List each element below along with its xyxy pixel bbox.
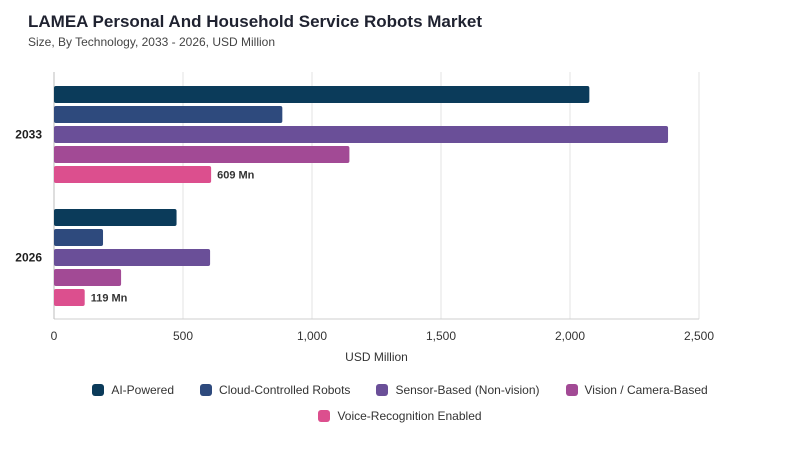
bar-data-label: 609 Mn: [217, 170, 255, 182]
chart-subtitle: Size, By Technology, 2033 - 2026, USD Mi…: [28, 35, 276, 49]
x-axis-label: USD Million: [345, 350, 408, 364]
bar: [54, 146, 350, 163]
legend-swatch: [376, 384, 389, 396]
legend-swatch: [565, 384, 578, 396]
legend-item: Sensor-Based (Non-vision): [372, 383, 543, 397]
x-tick-label: 500: [173, 329, 193, 343]
legend-label: Vision / Camera-Based: [584, 383, 708, 397]
legend-swatch: [200, 384, 213, 396]
bar: [54, 229, 104, 246]
legend-item: Cloud-Controlled Robots: [196, 383, 354, 397]
legend-swatch: [92, 384, 105, 396]
bar: [54, 86, 590, 103]
legend-swatch: [318, 410, 331, 422]
legend-item: AI-Powered: [88, 383, 178, 397]
legend-item: Vision / Camera-Based: [562, 383, 712, 397]
x-tick-label: 1,500: [426, 329, 456, 343]
bar-data-label: 119 Mn: [91, 293, 128, 305]
bar: [54, 209, 177, 226]
x-tick-label: 1,000: [297, 329, 327, 343]
legend-label: Voice-Recognition Enabled: [337, 409, 482, 423]
y-category-label: 2033: [15, 128, 42, 142]
legend-label: AI-Powered: [111, 383, 175, 397]
x-tick-label: 2,500: [684, 329, 714, 343]
x-tick-label: 2,000: [555, 329, 585, 343]
bar: [54, 249, 211, 266]
bar: [54, 126, 669, 143]
bar: [54, 269, 122, 286]
legend-label: Cloud-Controlled Robots: [219, 383, 351, 397]
legend-label: Sensor-Based (Non-vision): [395, 383, 540, 397]
x-tick-label: 0: [51, 329, 58, 343]
chart-title: LAMEA Personal And Household Service Rob…: [28, 12, 483, 31]
bar: [54, 106, 283, 123]
bar: [54, 289, 85, 306]
chart-legend: AI-Powered Cloud-Controlled Robots Sensor-…: [0, 383, 800, 423]
legend-item: Voice-Recognition Enabled: [314, 409, 485, 423]
bar: [54, 166, 212, 183]
y-category-label: 2026: [15, 251, 42, 265]
